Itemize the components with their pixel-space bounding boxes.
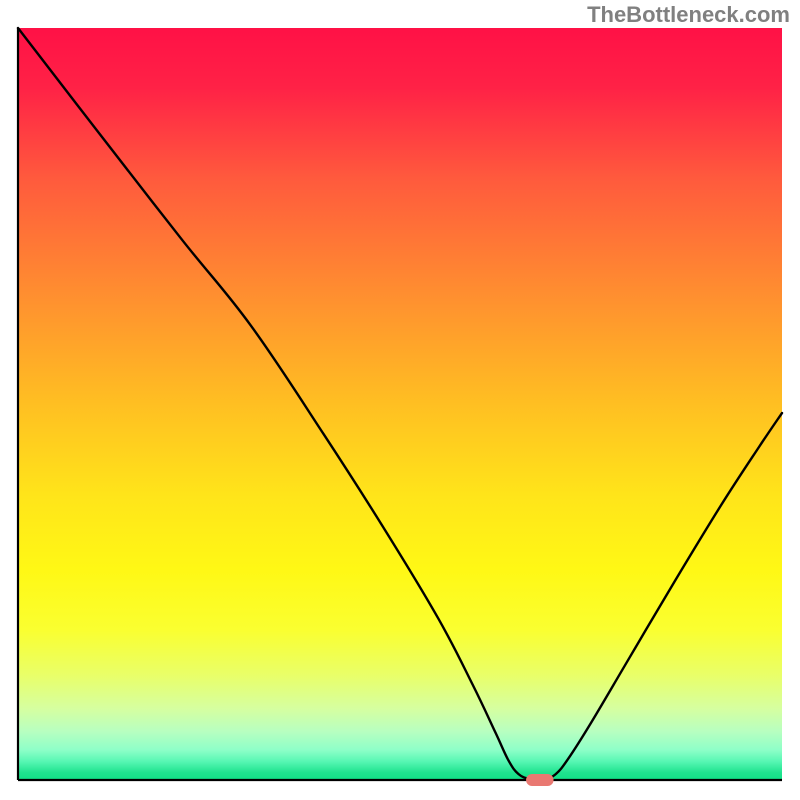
watermark-text: TheBottleneck.com: [587, 2, 790, 28]
bottleneck-curve: [18, 28, 782, 780]
bottleneck-chart: TheBottleneck.com: [0, 0, 800, 800]
optimal-marker: [526, 774, 554, 786]
curve-layer: [0, 0, 800, 800]
